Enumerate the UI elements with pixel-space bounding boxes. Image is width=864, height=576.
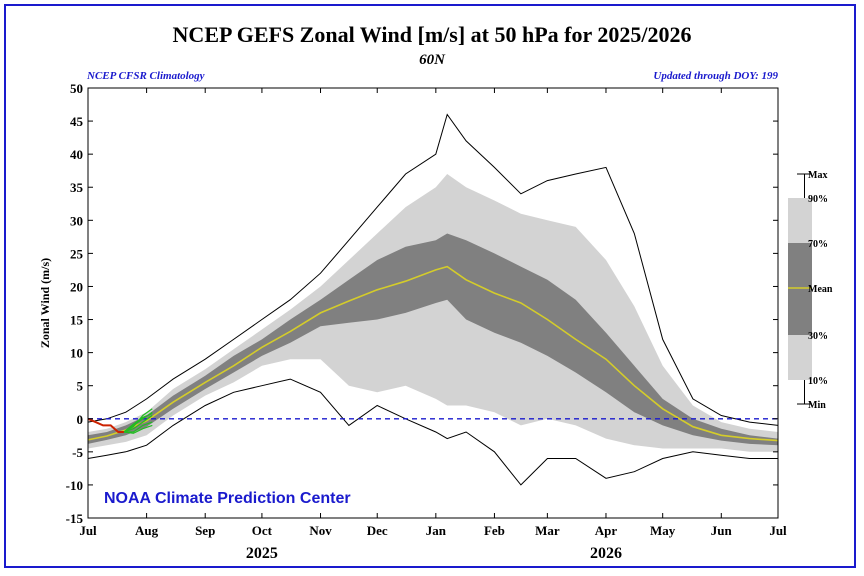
- y-tick-label: 15: [70, 313, 84, 328]
- forecast-line-6: [123, 412, 153, 433]
- x-tick-label: May: [650, 523, 676, 538]
- forecast-line-5: [123, 424, 153, 434]
- legend-label: Min: [808, 400, 826, 411]
- y-axis-label: Zonal Wind (m/s): [38, 258, 52, 348]
- chart-title: NCEP GEFS Zonal Wind [m/s] at 50 hPa for…: [172, 22, 692, 47]
- chart-frame: [4, 4, 856, 568]
- y-tick-label: -10: [66, 478, 83, 493]
- chart-subtitle: 60N: [419, 52, 445, 68]
- x-tick-label: Jul: [79, 523, 97, 538]
- x-tick-label: Jan: [426, 523, 447, 538]
- x-tick-label: Jun: [711, 523, 733, 538]
- legend-label: Max: [808, 170, 827, 181]
- y-tick-label: 0: [77, 412, 84, 427]
- year-label: 2025: [246, 545, 278, 562]
- y-tick-label: 30: [70, 213, 83, 228]
- y-tick-label: 35: [70, 180, 84, 195]
- band-30-70: [88, 233, 778, 446]
- min-line: [87, 378, 778, 486]
- legend-label: 30%: [808, 331, 828, 342]
- climatology-note: NCEP CFSR Climatology: [87, 70, 205, 82]
- year-label: 2026: [590, 545, 622, 562]
- mean-line: [87, 265, 779, 442]
- x-tick-label: Oct: [252, 523, 273, 538]
- plot-area: [87, 87, 779, 519]
- y-tick-label: -15: [66, 511, 84, 526]
- y-tick-label: 20: [70, 279, 83, 294]
- y-tick-label: 10: [70, 346, 83, 361]
- x-tick-label: Mar: [535, 523, 560, 538]
- credit-text: NOAA Climate Prediction Center: [104, 490, 351, 507]
- x-tick-label: Nov: [309, 523, 332, 538]
- update-note: Updated through DOY: 199: [653, 70, 778, 82]
- y-tick-label: 40: [70, 147, 83, 162]
- legend-band-30-70: [788, 243, 812, 335]
- legend-label: 10%: [808, 376, 828, 387]
- x-tick-label: Jul: [769, 523, 787, 538]
- forecast-line-2: [123, 415, 153, 433]
- y-tick-label: -5: [72, 445, 83, 460]
- y-tick-label: 25: [70, 246, 84, 261]
- x-tick-label: Aug: [135, 523, 159, 538]
- observed-line: [87, 417, 124, 433]
- forecast-line-3: [123, 421, 153, 433]
- x-tick-label: Dec: [367, 523, 388, 538]
- x-tick-label: Apr: [595, 523, 618, 538]
- legend-label: 70%: [808, 239, 828, 250]
- legend-label: 90%: [808, 194, 828, 205]
- y-tick-label: 50: [70, 81, 83, 96]
- x-tick-label: Feb: [484, 523, 505, 538]
- y-tick-label: 5: [77, 379, 84, 394]
- max-line: [87, 113, 779, 426]
- x-tick-label: Sep: [195, 523, 215, 538]
- y-tick-label: 45: [70, 114, 84, 129]
- legend-label: Mean: [808, 284, 833, 295]
